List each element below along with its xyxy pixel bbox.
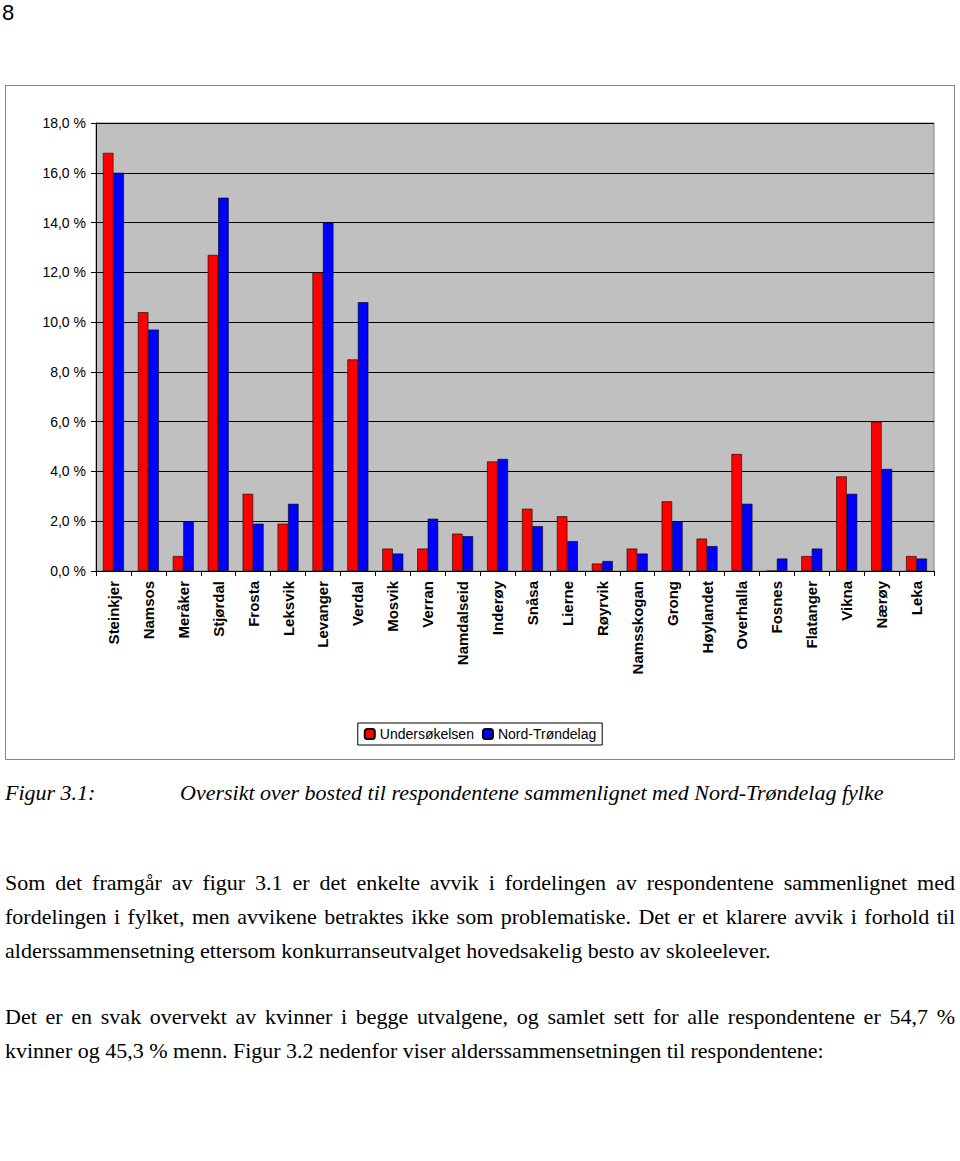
- svg-text:Lierne: Lierne: [559, 581, 576, 626]
- svg-text:0,0 %: 0,0 %: [50, 563, 86, 579]
- svg-text:Undersøkelsen: Undersøkelsen: [380, 726, 474, 742]
- svg-text:10,0 %: 10,0 %: [42, 314, 86, 330]
- html-text:Figur 3.1:: Figur 3.1:: [5, 780, 96, 805]
- svg-text:Levanger: Levanger: [314, 581, 331, 648]
- svg-text:14,0 %: 14,0 %: [42, 215, 86, 231]
- html-text:Som det framgår av figur 3.1 e: Som det framgår av figur 3.1 er det enke…: [5, 870, 955, 963]
- svg-text:Leksvik: Leksvik: [280, 580, 297, 636]
- svg-text:18,0 %: 18,0 %: [42, 115, 86, 131]
- svg-text:12,0 %: 12,0 %: [42, 264, 86, 280]
- svg-text:6,0 %: 6,0 %: [50, 414, 86, 430]
- svg-text:Meråker: Meråker: [175, 581, 192, 639]
- svg-text:8,0 %: 8,0 %: [50, 364, 86, 380]
- svg-text:16,0 %: 16,0 %: [42, 165, 86, 181]
- svg-text:Mosvik: Mosvik: [384, 580, 401, 632]
- svg-text:Namsskogan: Namsskogan: [629, 581, 646, 674]
- svg-text:2,0 %: 2,0 %: [50, 513, 86, 529]
- svg-text:Grong: Grong: [664, 581, 681, 626]
- html-text:8: 8: [2, 0, 15, 25]
- svg-text:Fosnes: Fosnes: [768, 581, 785, 634]
- svg-text:Stjørdal: Stjørdal: [210, 581, 227, 637]
- svg-text:Verdal: Verdal: [349, 581, 366, 626]
- svg-text:Leka: Leka: [908, 580, 925, 615]
- svg-text:Namsos: Namsos: [140, 581, 157, 639]
- svg-text:Flatanger: Flatanger: [803, 581, 820, 649]
- svg-text:Vikna: Vikna: [838, 580, 855, 620]
- svg-text:Steinkjer: Steinkjer: [105, 581, 122, 645]
- svg-text:Røyrvik: Røyrvik: [594, 580, 611, 636]
- svg-text:Frosta: Frosta: [245, 580, 262, 627]
- svg-text:Nærøy: Nærøy: [873, 580, 890, 628]
- svg-text:Namdalseid: Namdalseid: [454, 581, 471, 665]
- svg-text:4,0 %: 4,0 %: [50, 463, 86, 479]
- svg-text:Verran: Verran: [419, 581, 436, 628]
- html-text:Oversikt over bosted til respo: Oversikt over bosted til respondentene s…: [180, 780, 884, 805]
- html-text:Det er en svak overvekt av kvi: Det er en svak overvekt av kvinner i beg…: [5, 1004, 955, 1063]
- svg-text:Høylandet: Høylandet: [699, 581, 716, 654]
- svg-text:Overhalla: Overhalla: [733, 580, 750, 649]
- svg-text:Nord-Trøndelag: Nord-Trøndelag: [498, 726, 596, 742]
- svg-text:Inderøy: Inderøy: [489, 580, 506, 635]
- svg-text:Snåsa: Snåsa: [524, 580, 541, 625]
